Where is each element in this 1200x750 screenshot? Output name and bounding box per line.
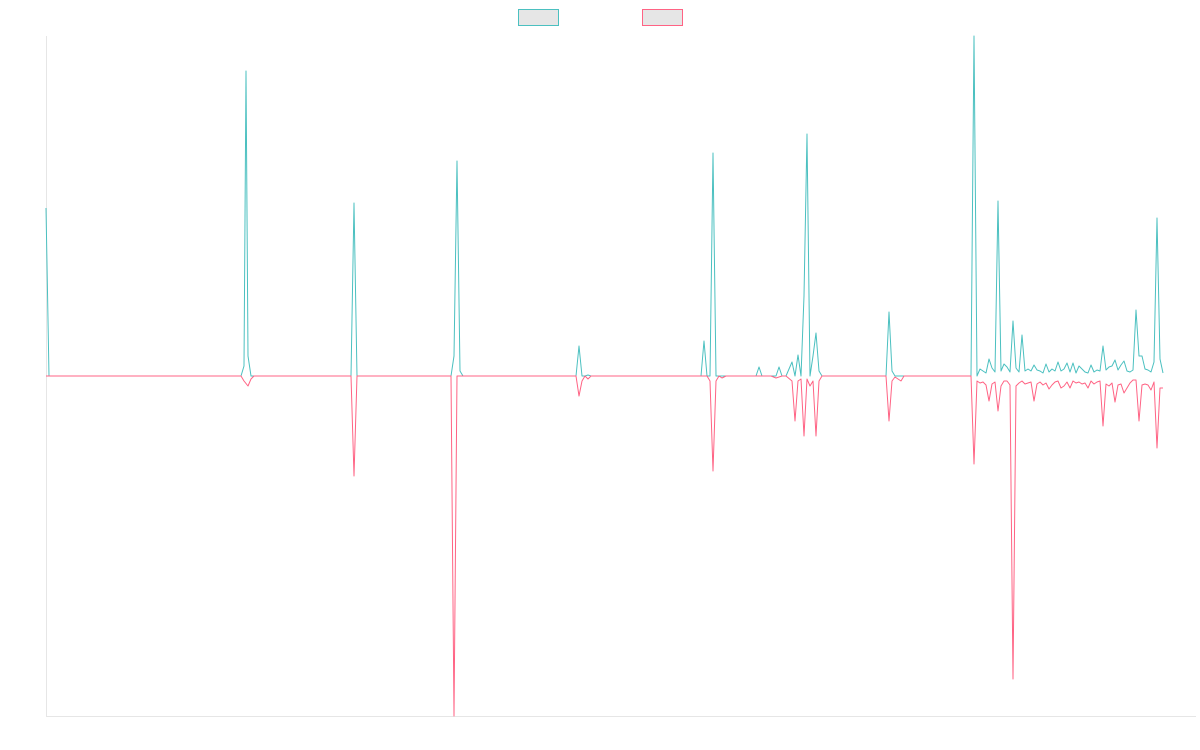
legend-item-1[interactable] — [518, 9, 559, 26]
legend-item-2[interactable] — [642, 9, 683, 26]
series-line-1 — [45, 35, 1164, 377]
plot-area — [45, 35, 1164, 717]
series-line-2 — [46, 375, 1163, 717]
legend-swatch-1[interactable] — [518, 9, 559, 26]
legend — [518, 9, 683, 26]
legend-swatch-2[interactable] — [642, 9, 683, 26]
